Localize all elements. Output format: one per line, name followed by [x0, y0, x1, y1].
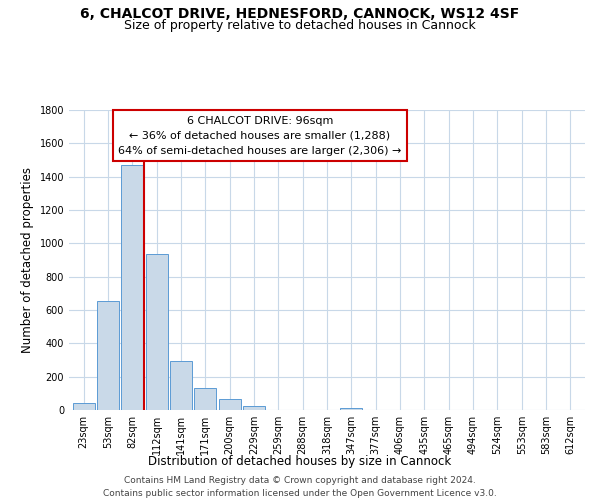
Text: Size of property relative to detached houses in Cannock: Size of property relative to detached ho…	[124, 18, 476, 32]
Y-axis label: Number of detached properties: Number of detached properties	[21, 167, 34, 353]
Bar	[194, 388, 216, 410]
Bar	[73, 404, 95, 410]
Text: Contains HM Land Registry data © Crown copyright and database right 2024.
Contai: Contains HM Land Registry data © Crown c…	[103, 476, 497, 498]
Bar	[121, 165, 143, 410]
Text: Distribution of detached houses by size in Cannock: Distribution of detached houses by size …	[148, 454, 452, 468]
Bar	[340, 408, 362, 410]
Bar	[97, 301, 119, 410]
Bar	[243, 406, 265, 410]
Bar	[146, 254, 167, 410]
Text: 6, CHALCOT DRIVE, HEDNESFORD, CANNOCK, WS12 4SF: 6, CHALCOT DRIVE, HEDNESFORD, CANNOCK, W…	[80, 8, 520, 22]
Bar	[218, 399, 241, 410]
Text: 6 CHALCOT DRIVE: 96sqm
← 36% of detached houses are smaller (1,288)
64% of semi-: 6 CHALCOT DRIVE: 96sqm ← 36% of detached…	[118, 116, 401, 156]
Bar	[170, 361, 192, 410]
